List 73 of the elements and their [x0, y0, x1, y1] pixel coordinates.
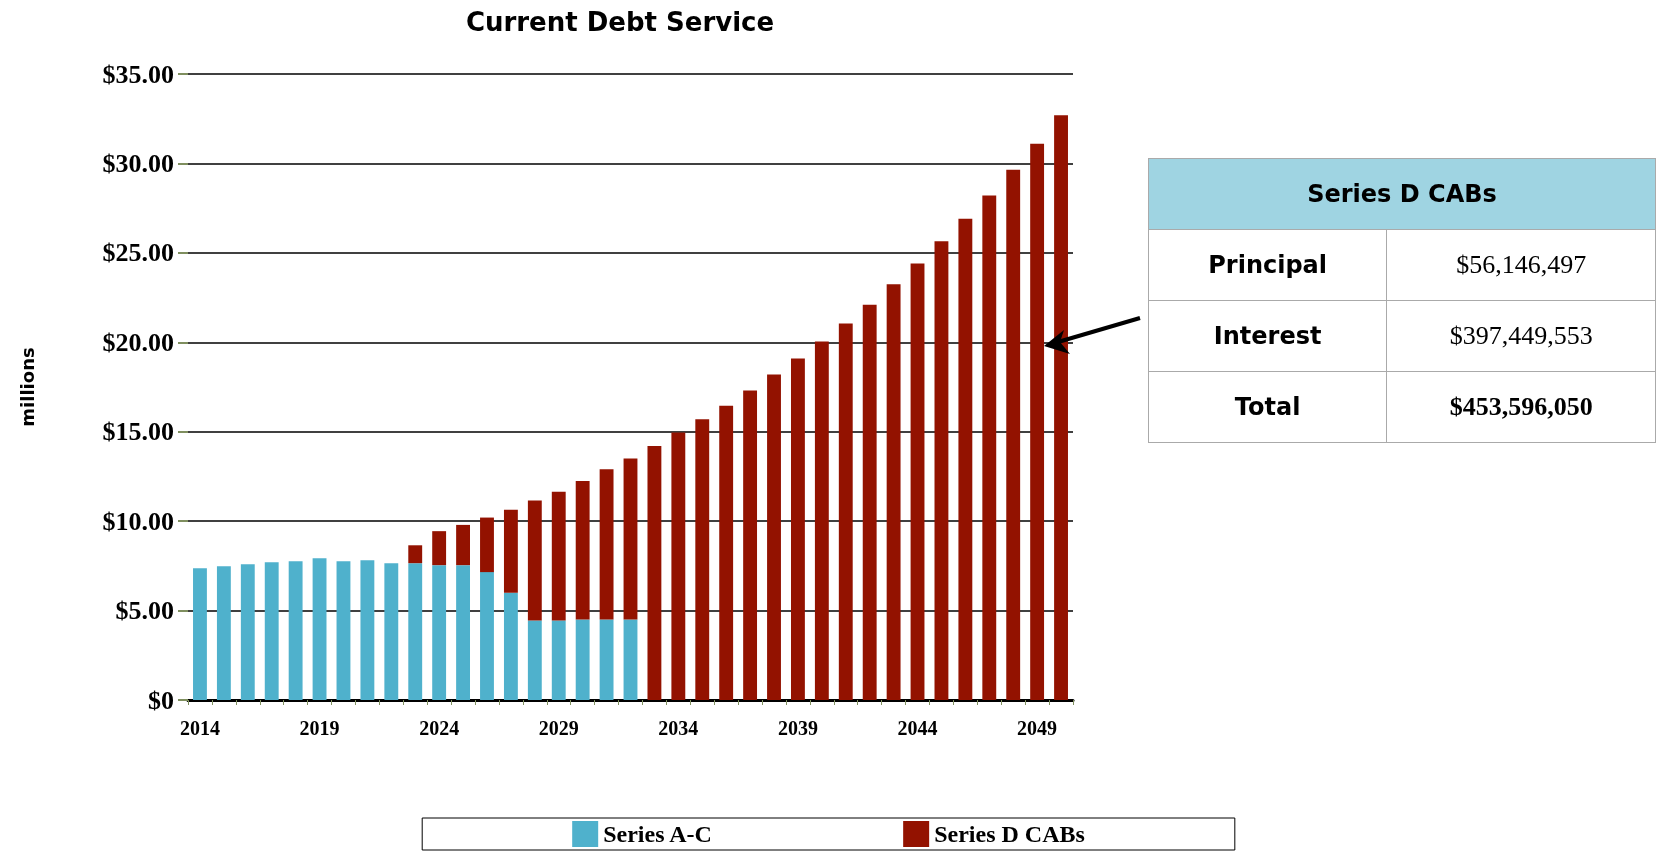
bar — [456, 565, 470, 700]
bar — [1030, 143, 1045, 700]
bar — [910, 263, 925, 700]
y-tick-label: $30.00 — [102, 148, 174, 178]
bar — [695, 419, 710, 700]
x-tick-label: 2039 — [777, 717, 818, 739]
bar — [527, 620, 542, 700]
bar — [551, 620, 566, 700]
bar — [432, 531, 447, 566]
x-tick-label: 2029 — [538, 717, 579, 739]
text: $397,449,553 — [1386, 300, 1656, 372]
x-tick-label: 2024 — [419, 717, 460, 739]
text: Interest — [1148, 300, 1387, 372]
text: Total — [1148, 371, 1387, 443]
bar — [982, 195, 997, 700]
bar — [671, 432, 686, 700]
y-axis-title: millions — [16, 347, 38, 427]
bar — [480, 572, 494, 700]
bar — [264, 562, 279, 700]
bar — [958, 218, 973, 700]
x-tick-label: 2044 — [897, 717, 938, 739]
bar — [623, 619, 638, 700]
bar — [838, 323, 853, 700]
bar — [503, 592, 518, 700]
x-tick-label: 2019 — [299, 717, 340, 739]
y-tick-label: $15.00 — [102, 417, 174, 447]
x-tick-label: 2049 — [1017, 717, 1058, 739]
bar — [432, 565, 447, 700]
y-tick-label: $20.00 — [102, 327, 174, 357]
bar — [480, 517, 494, 573]
y-tick-label: $25.00 — [102, 238, 174, 268]
bar — [360, 560, 375, 700]
bar — [934, 241, 949, 700]
text: Principal — [1148, 229, 1387, 301]
text: Series D CABs — [1148, 158, 1656, 230]
bar — [527, 500, 542, 621]
bar — [575, 619, 590, 700]
bar — [767, 374, 781, 700]
legend-label: Series A-C — [603, 821, 712, 847]
text: $453,596,050 — [1386, 371, 1656, 443]
x-tick-label: 2014 — [179, 717, 220, 739]
bar — [408, 563, 423, 700]
bar — [647, 446, 662, 700]
bar — [193, 568, 207, 700]
bar — [288, 561, 303, 700]
bar — [336, 561, 351, 700]
bar — [814, 341, 829, 700]
bar — [719, 405, 734, 700]
bar — [886, 284, 901, 700]
text: $56,146,497 — [1386, 229, 1656, 301]
bar — [216, 566, 231, 700]
x-tick-label: 2034 — [658, 717, 699, 739]
y-tick-label: $5.00 — [115, 596, 174, 626]
bar — [862, 304, 877, 700]
bar — [408, 545, 423, 564]
bar — [456, 524, 470, 566]
bar — [599, 469, 614, 620]
bar — [503, 509, 518, 593]
y-tick-label: $10.00 — [102, 506, 174, 536]
bar — [312, 558, 327, 700]
bar — [791, 358, 805, 700]
bar — [384, 563, 399, 700]
bar — [743, 390, 758, 700]
y-tick-label: $35.00 — [102, 59, 174, 89]
legend-label: Series D CABs — [934, 821, 1085, 847]
chart-title: Current Debt Service — [465, 7, 775, 37]
bar — [1006, 169, 1021, 700]
y-tick-label: $0 — [148, 685, 174, 715]
bar — [240, 564, 255, 700]
bar — [551, 491, 566, 621]
bar — [623, 458, 638, 620]
bar — [575, 480, 590, 620]
bar — [599, 619, 614, 700]
